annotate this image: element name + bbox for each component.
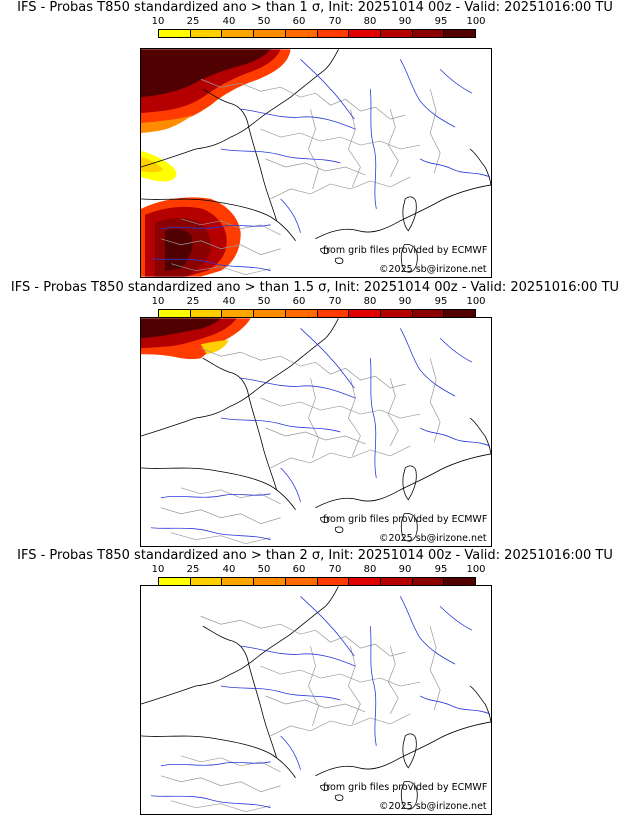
colorbar-ticks: 10 25 40 50 60 70 80 90 95 100: [143, 16, 503, 28]
colorbar-swatch: [380, 578, 413, 585]
tick-label: 10: [151, 16, 165, 27]
colorbar-swatch: [190, 310, 223, 317]
source-credit: from grib files provided by ECMWF: [323, 245, 488, 256]
colorbar-swatch: [222, 310, 255, 317]
colorbar-swatch: [222, 578, 255, 585]
tick-label: 60: [292, 296, 306, 307]
anomaly-area-iberia: [141, 197, 241, 277]
copyright-text: ©2025 sb@irizone.net: [379, 533, 487, 544]
colorbar-swatch: [380, 310, 413, 317]
colorbar: [158, 29, 476, 38]
map-panel-3: IFS - Probas T850 standardized ano > tha…: [0, 548, 630, 818]
tick-label: 100: [466, 564, 486, 575]
panel-title: IFS - Probas T850 standardized ano > tha…: [17, 548, 613, 563]
tick-label: 100: [466, 16, 486, 27]
colorbar-swatch: [412, 578, 445, 585]
colorbar-swatch: [412, 30, 445, 37]
colorbar-swatch: [222, 30, 255, 37]
tick-label: 40: [222, 564, 236, 575]
tick-label: 70: [328, 564, 342, 575]
tick-label: 70: [328, 16, 342, 27]
colorbar-swatch: [349, 30, 381, 37]
source-credit: from grib files provided by ECMWF: [323, 514, 488, 525]
colorbar-ticks: 10 25 40 50 60 70 80 90 95 100: [143, 564, 503, 576]
colorbar-ticks: 10 25 40 50 60 70 80 90 95 100: [143, 296, 503, 308]
colorbar-swatch: [254, 578, 286, 585]
map-panel-1: IFS - Probas T850 standardized ano > tha…: [0, 0, 630, 278]
colorbar-swatch: [317, 310, 350, 317]
colorbar-swatch: [190, 578, 223, 585]
tick-label: 25: [186, 296, 200, 307]
tick-label: 40: [222, 16, 236, 27]
colorbar-swatch: [159, 30, 191, 37]
tick-label: 50: [257, 296, 271, 307]
probability-map: from grib files provided by ECMWF ©2025 …: [140, 585, 492, 815]
colorbar-swatch: [444, 310, 476, 317]
colorbar-swatch: [444, 30, 476, 37]
probability-map: from grib files provided by ECMWF ©2025 …: [140, 48, 492, 278]
colorbar-swatch: [285, 310, 318, 317]
map-panel-2: IFS - Probas T850 standardized ano > tha…: [0, 280, 630, 550]
colorbar-swatch: [285, 30, 318, 37]
colorbar-swatch: [190, 30, 223, 37]
tick-label: 95: [434, 564, 448, 575]
tick-label: 60: [292, 16, 306, 27]
tick-label: 95: [434, 16, 448, 27]
tick-label: 100: [466, 296, 486, 307]
colorbar-swatch: [254, 310, 286, 317]
colorbar-swatch: [380, 30, 413, 37]
colorbar-swatch: [285, 578, 318, 585]
probability-map: from grib files provided by ECMWF ©2025 …: [140, 317, 492, 547]
copyright-text: ©2025 sb@irizone.net: [379, 264, 487, 275]
colorbar-swatch: [349, 578, 381, 585]
panel-title: IFS - Probas T850 standardized ano > tha…: [10, 280, 620, 295]
colorbar-swatch: [317, 578, 350, 585]
anomaly-area-channel: [141, 49, 291, 134]
anomaly-area-biscay: [141, 151, 177, 182]
anomaly-area-channel: [141, 318, 251, 360]
tick-label: 10: [151, 564, 165, 575]
source-credit: from grib files provided by ECMWF: [323, 782, 488, 793]
tick-label: 50: [257, 16, 271, 27]
colorbar-swatch: [412, 310, 445, 317]
tick-label: 90: [398, 296, 412, 307]
colorbar-swatch: [444, 578, 476, 585]
tick-label: 25: [186, 16, 200, 27]
colorbar-swatch: [317, 30, 350, 37]
tick-label: 40: [222, 296, 236, 307]
tick-label: 95: [434, 296, 448, 307]
tick-label: 80: [363, 296, 377, 307]
tick-label: 60: [292, 564, 306, 575]
colorbar-swatch: [159, 578, 191, 585]
tick-label: 70: [328, 296, 342, 307]
tick-label: 25: [186, 564, 200, 575]
tick-label: 80: [363, 564, 377, 575]
colorbar-swatch: [254, 30, 286, 37]
tick-label: 80: [363, 16, 377, 27]
tick-label: 50: [257, 564, 271, 575]
colorbar-swatch: [349, 310, 381, 317]
panel-title: IFS - Probas T850 standardized ano > tha…: [17, 0, 613, 15]
tick-label: 10: [151, 296, 165, 307]
tick-label: 90: [398, 16, 412, 27]
copyright-text: ©2025 sb@irizone.net: [379, 801, 487, 812]
colorbar-swatch: [159, 310, 191, 317]
tick-label: 90: [398, 564, 412, 575]
